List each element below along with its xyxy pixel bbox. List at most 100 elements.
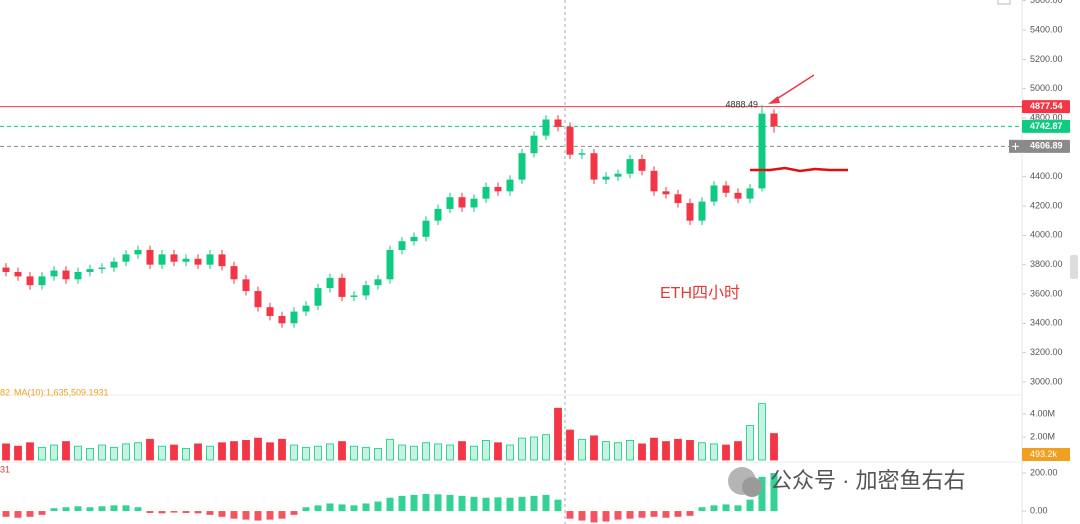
candle-body	[386, 249, 394, 280]
candle-body	[686, 203, 694, 221]
y-tick-label: 3800.00	[1030, 259, 1063, 269]
candle-body	[746, 188, 754, 199]
volume-bar	[338, 441, 346, 461]
volume-bar	[434, 443, 442, 461]
candle-body	[98, 267, 106, 270]
macd-bar	[290, 511, 298, 515]
watermark-icon	[742, 477, 762, 497]
macd-bar	[38, 511, 46, 515]
y-tick-label: 3200.00	[1030, 347, 1063, 357]
candle-body	[446, 197, 454, 209]
macd-bar	[254, 511, 262, 521]
macd-bar	[602, 511, 610, 522]
volume-bar	[326, 443, 334, 461]
candle-body	[722, 185, 730, 193]
watermark-text: 公众号 · 加密鱼右右	[770, 468, 966, 493]
macd-bar	[86, 507, 94, 512]
macd-bar	[662, 511, 670, 518]
volume-bar	[410, 445, 418, 461]
volume-bar	[110, 446, 118, 461]
macd-fragment: 31	[0, 464, 10, 474]
candle-body	[74, 271, 82, 280]
macd-bar	[362, 503, 370, 512]
volume-bar	[350, 445, 358, 461]
y-tick-label: 2.00M	[1030, 431, 1055, 441]
candle-body	[518, 153, 526, 180]
candle-body	[542, 119, 550, 136]
volume-bar	[554, 407, 562, 461]
candle-body	[230, 266, 238, 280]
macd-bar	[650, 511, 658, 517]
volume-bar	[722, 444, 730, 461]
candle-body	[602, 176, 610, 180]
volume-bar	[266, 442, 274, 461]
candle-body	[590, 153, 598, 180]
candle-body	[38, 276, 46, 286]
candle-body	[674, 194, 682, 204]
macd-bar	[182, 511, 190, 513]
macd-bar	[674, 511, 682, 517]
drawn-line	[750, 166, 848, 173]
candle-body	[62, 270, 70, 280]
candle-body	[86, 269, 94, 272]
volume-tag	[1022, 448, 1070, 461]
candle-body	[758, 113, 766, 189]
candle-body	[170, 254, 178, 262]
volume-bar	[62, 441, 70, 461]
macd-bar	[590, 511, 598, 523]
volume-bar	[518, 437, 526, 461]
corner-icon[interactable]	[997, 0, 1011, 5]
candle-body	[350, 295, 358, 297]
annotation: ETH四小时	[660, 284, 740, 302]
y-tick-label: 3600.00	[1030, 288, 1063, 298]
volume-bar	[422, 442, 430, 461]
macd-bar	[122, 505, 130, 512]
price-tag	[1022, 100, 1070, 114]
volume-bar	[650, 437, 658, 461]
candle-body	[242, 279, 250, 292]
macd-bar	[326, 503, 334, 512]
macd-bar	[554, 499, 562, 512]
volume-bar	[98, 444, 106, 461]
macd-bar	[758, 476, 766, 512]
candle-body	[134, 249, 142, 255]
volume-bar	[542, 434, 550, 461]
volume-bar	[602, 441, 610, 461]
macd-bar	[2, 511, 10, 517]
volume-bar	[206, 445, 214, 461]
y-tick-label: 3000.00	[1030, 376, 1063, 386]
macd-bar	[710, 505, 718, 512]
candle-body	[50, 270, 58, 277]
macd-bar	[698, 507, 706, 512]
candle-body	[302, 305, 310, 312]
y-tick-label: 4000.00	[1030, 230, 1063, 240]
volume-bar	[470, 445, 478, 461]
candle-body	[494, 186, 502, 192]
macd-bar	[434, 494, 442, 512]
candle-body	[158, 254, 166, 265]
volume-bar	[170, 444, 178, 461]
volume-bar	[14, 445, 22, 461]
volume-bar	[506, 444, 514, 461]
volume-bar	[734, 441, 742, 461]
scroll-handle[interactable]	[1070, 255, 1078, 279]
y-tick-label: 4.00M	[1030, 408, 1055, 418]
volume-bar	[374, 448, 382, 461]
y-tick-label: 200.00	[1030, 467, 1058, 477]
candle-body	[434, 208, 442, 221]
volume-bar	[386, 438, 394, 461]
volume-bar	[50, 444, 58, 461]
macd-bar	[218, 511, 226, 517]
volume-bar	[122, 443, 130, 461]
candle-body	[14, 271, 22, 277]
candle-body	[578, 153, 586, 155]
volume-bar	[194, 443, 202, 461]
macd-bar	[338, 504, 346, 512]
macd-bar	[746, 499, 754, 512]
macd-bar	[50, 508, 58, 512]
volume-fragment: 82	[0, 387, 10, 397]
macd-bar	[206, 511, 214, 515]
candle-body	[206, 254, 214, 265]
macd-bar	[74, 506, 82, 512]
macd-bar	[578, 511, 586, 521]
